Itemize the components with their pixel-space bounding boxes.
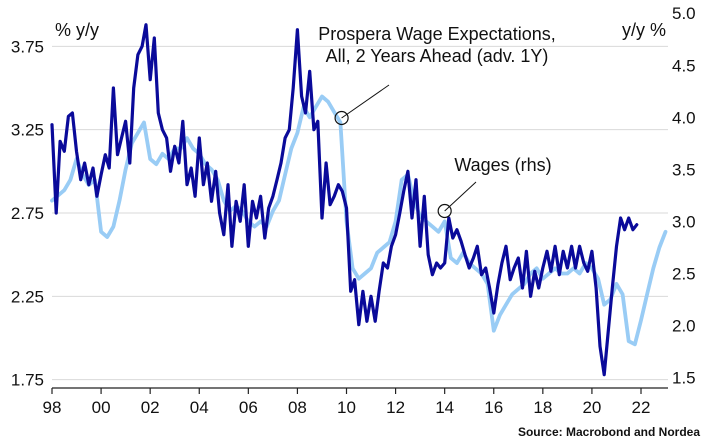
left-axis-unit-label: % y/y xyxy=(55,20,99,40)
left-tick-label: 3.25 xyxy=(11,121,44,140)
right-tick-label: 4.5 xyxy=(672,56,696,75)
left-tick-label: 2.75 xyxy=(11,204,44,223)
x-tick-label: 08 xyxy=(288,398,307,417)
series-line-wage-expectations xyxy=(50,23,639,377)
right-axis-unit-label: y/y % xyxy=(622,20,666,40)
x-tick-label: 02 xyxy=(141,398,160,417)
annotations-layer: Prospera Wage Expectations,All, 2 Years … xyxy=(318,24,556,219)
series-layer xyxy=(50,23,668,377)
x-tick-label: 16 xyxy=(484,398,503,417)
right-axis-ticks: 1.5 2.0 2.5 3.0 3.5 4.0 4.5 5.0 xyxy=(672,4,696,387)
x-tick-label: 18 xyxy=(533,398,552,417)
x-tick-label: 10 xyxy=(337,398,356,417)
right-tick-label: 3.5 xyxy=(672,160,696,179)
left-axis-ticks: 1.75 2.25 2.75 3.25 3.75 xyxy=(11,37,44,389)
x-axis-ticks: 98 00 02 04 06 08 10 12 14 16 18 20 22 xyxy=(43,388,651,417)
right-tick-label: 2.0 xyxy=(672,317,696,336)
x-tick-label: 20 xyxy=(582,398,601,417)
x-tick-label: 12 xyxy=(386,398,405,417)
x-tick-label: 22 xyxy=(632,398,651,417)
annotation-label: Wages (rhs) xyxy=(454,155,551,175)
series-line-wages xyxy=(50,94,668,347)
x-tick-label: 04 xyxy=(190,398,209,417)
x-tick-label: 00 xyxy=(92,398,111,417)
x-tick-label: 14 xyxy=(435,398,454,417)
right-tick-label: 5.0 xyxy=(672,4,696,23)
annotation-leader-line xyxy=(444,181,477,212)
left-tick-label: 1.75 xyxy=(11,371,44,390)
annotation-marker xyxy=(334,110,349,126)
right-tick-label: 1.5 xyxy=(672,369,696,388)
annotation-label: Prospera Wage Expectations, xyxy=(318,24,555,44)
annotation-label: All, 2 Years Ahead (adv. 1Y) xyxy=(326,46,549,66)
right-tick-label: 4.0 xyxy=(672,108,696,127)
gridlines xyxy=(52,45,668,381)
annotation-marker xyxy=(437,203,452,219)
annotation-leader-line xyxy=(341,84,390,119)
right-tick-label: 2.5 xyxy=(672,264,696,283)
source-note: Source: Macrobond and Nordea xyxy=(518,425,700,439)
x-tick-label: 06 xyxy=(239,398,258,417)
right-tick-label: 3.0 xyxy=(672,212,696,231)
left-tick-label: 3.75 xyxy=(11,37,44,56)
x-tick-label: 98 xyxy=(43,398,62,417)
left-tick-label: 2.25 xyxy=(11,287,44,306)
